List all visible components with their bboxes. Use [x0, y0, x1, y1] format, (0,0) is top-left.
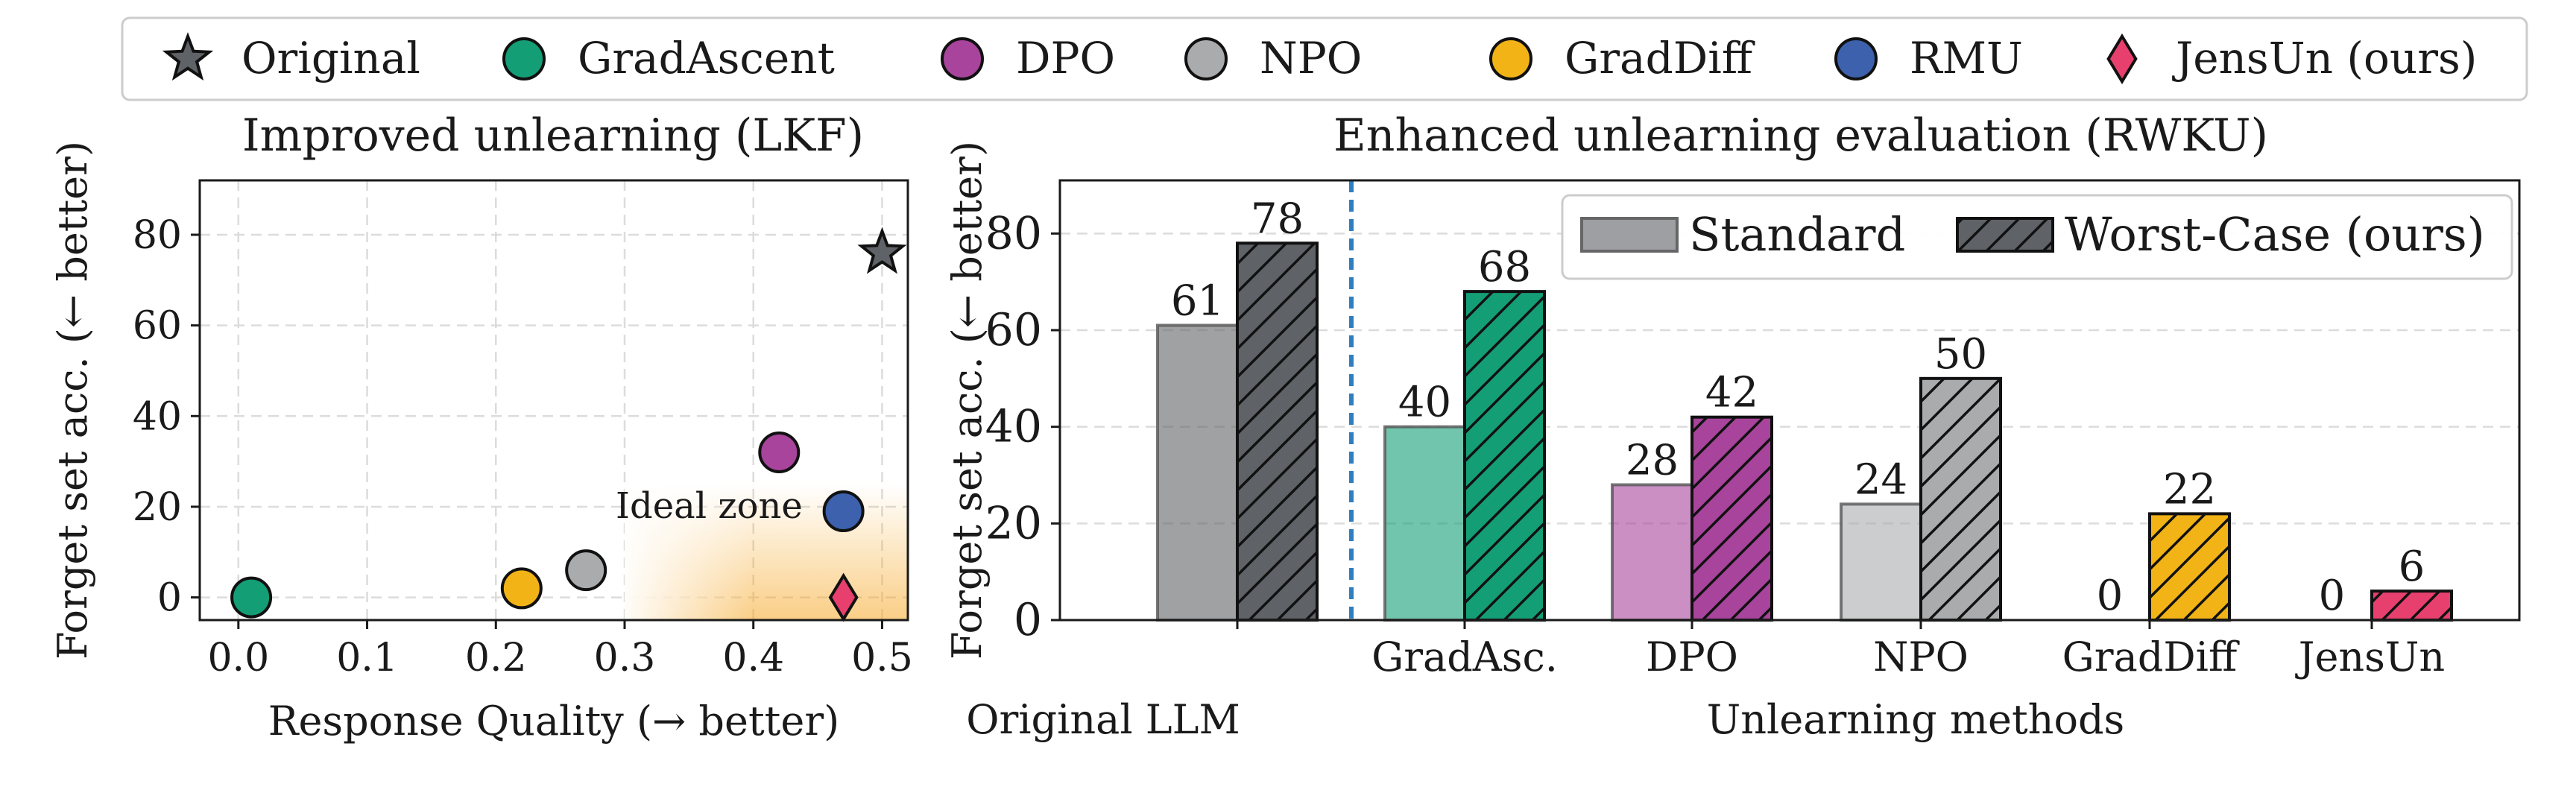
bar-category-label-original-llm: Original LLM: [966, 696, 1240, 743]
scatter-xtick-label: 0.4: [722, 636, 784, 680]
bar-legend-standard-swatch: [1580, 217, 1679, 253]
point-graddiff: [500, 567, 543, 610]
bar-worst-value-npo: 50: [1934, 330, 1987, 379]
ideal-zone-fade: [625, 484, 752, 620]
top-legend-items: Original GradAscent DPO NPO GradDiff RMU JensU…: [162, 32, 2477, 85]
scatter-xtick-label: 0.3: [594, 636, 656, 680]
scatter-ticks: 0.0 0.1 0.2 0.3 0.4 0.5 0 20 40 60 80: [133, 213, 913, 680]
bar-worst-value-gradasc: 68: [1478, 243, 1531, 291]
scatter-axes-frame: [198, 179, 909, 622]
bar-category-label-npo: NPO: [1873, 633, 1969, 680]
bar-worst-value-original-llm: 78: [1251, 195, 1304, 243]
bar-ytick-label: 60: [985, 304, 1042, 356]
scatter-ytick-label: 80: [133, 213, 182, 258]
legend-marker-original-icon: [162, 32, 214, 81]
bar-ytick-label: 80: [985, 207, 1042, 259]
bar-worst-value-graddiff: 22: [2163, 465, 2216, 514]
legend-label-gradascent: GradAscent: [578, 33, 835, 83]
legend-marker-dpo-icon: [941, 37, 984, 80]
bars: 61 78 40 68 28 42 24 50 0 22 0 6: [1156, 180, 2453, 622]
bar-standard-value-graddiff: 0: [2097, 572, 2124, 620]
bar-standard-npo: [1840, 502, 1922, 622]
bar-legend: Standard Worst-Case (ours): [1561, 194, 2513, 280]
scatter-xtick-label: 0.0: [207, 636, 269, 680]
bar-worst-value-dpo: 42: [1705, 369, 1758, 417]
bar-category-label-graddiff: GradDiff: [2062, 633, 2240, 680]
scatter-xtick-label: 0.5: [851, 636, 913, 680]
bar-standard-original-llm: [1156, 323, 1239, 622]
bar-worst-hatch-dpo: [1690, 415, 1773, 622]
ideal-zone-label: Ideal zone: [616, 485, 803, 527]
bar-category-label-dpo: DPO: [1646, 633, 1738, 680]
bar-standard-gradasc: [1383, 425, 1466, 622]
bar-ytick-label: 20: [985, 497, 1042, 549]
legend-label-jensun-ours: JensUn (ours): [2172, 33, 2477, 83]
legend-label-npo: NPO: [1260, 33, 1362, 83]
legend-label-graddiff: GradDiff: [1565, 33, 1755, 83]
point-rmu: [822, 490, 865, 533]
scatter-xtick-label: 0.1: [336, 636, 398, 680]
legend-label-rmu: RMU: [1910, 33, 2023, 83]
point-original: [857, 227, 907, 274]
scatter-ylabel: Forget set acc. (← better): [49, 141, 96, 660]
bar-xlabel: Unlearning methods: [1707, 696, 2125, 743]
bar-worst-hatch-graddiff: [2148, 512, 2231, 622]
point-dpo: [758, 431, 801, 473]
scatter-xlabel: Response Quality (→ better): [268, 698, 839, 745]
point-gradascent: [230, 576, 273, 619]
top-legend-frame: [121, 16, 2528, 101]
scatter-ytick-label: 0: [157, 576, 182, 621]
bar-worst-hatch-jensun: [2370, 590, 2453, 622]
bar-axes-frame: [1058, 179, 2521, 622]
bar-category-label-jensun: JensUn: [2295, 633, 2445, 680]
bar-ytick-label: 40: [985, 401, 1042, 453]
scatter-ytick-label: 60: [133, 304, 182, 349]
scatter-points: [230, 227, 907, 622]
ideal-zone: Ideal zone: [616, 484, 908, 620]
scatter-title: Improved unlearning (LKF): [242, 110, 864, 162]
scatter-panel: Improved unlearning (LKF) Ideal zone 0.0…: [49, 110, 913, 745]
legend-marker-rmu-icon: [1834, 37, 1878, 80]
top-legend: Original GradAscent DPO NPO GradDiff RMU JensU…: [121, 16, 2528, 101]
scatter-ytick-label: 20: [133, 485, 182, 530]
bar-worst-value-jensun: 6: [2399, 543, 2425, 591]
point-npo: [565, 549, 607, 592]
legend-marker-jensun-ours-icon: [2106, 33, 2138, 85]
bar-standard-value-jensun: 0: [2319, 572, 2346, 620]
legend-marker-npo-icon: [1184, 37, 1228, 80]
legend-marker-graddiff-icon: [1489, 37, 1532, 80]
bar-legend-standard-label: Standard: [1689, 207, 1905, 262]
bar-standard-value-dpo: 28: [1626, 436, 1679, 484]
bar-worst-hatch-npo: [1919, 376, 2002, 622]
bar-legend-worst-label: Worst-Case (ours): [2065, 207, 2485, 262]
scatter-ytick-label: 40: [133, 394, 182, 439]
bar-ytick-label: 0: [1014, 594, 1042, 646]
bar-worst-hatch-original-llm: [1236, 241, 1319, 622]
bar-category-label-gradasc: GradAsc.: [1371, 633, 1558, 680]
bar-standard-value-npo: 24: [1854, 455, 1907, 504]
bar-title: Enhanced unlearning evaluation (RWKU): [1333, 110, 2268, 162]
scatter-xtick-label: 0.2: [465, 636, 527, 680]
bar-standard-value-gradasc: 40: [1398, 379, 1451, 427]
bar-ylabel: Forget set acc. (← better): [944, 141, 991, 660]
bar-legend-worst-hatch: [1956, 217, 2054, 253]
bar-standard-value-original-llm: 61: [1171, 277, 1224, 326]
legend-label-dpo: DPO: [1016, 33, 1115, 83]
bar-worst-hatch-gradasc: [1463, 290, 1546, 622]
bar-panel: Enhanced unlearning evaluation (RWKU) 61…: [944, 110, 2521, 743]
legend-label-original: Original: [242, 33, 420, 83]
legend-marker-gradascent-icon: [502, 37, 546, 80]
bar-standard-dpo: [1611, 483, 1693, 622]
